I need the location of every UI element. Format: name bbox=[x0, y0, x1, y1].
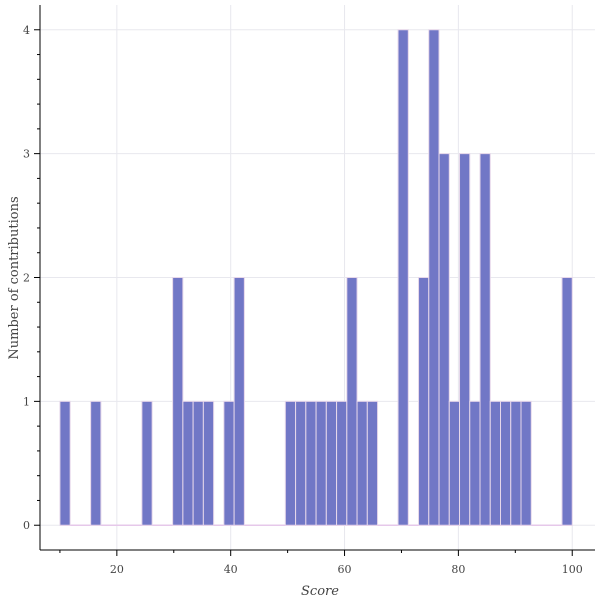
histogram-bar bbox=[397, 29, 409, 526]
histogram-bar bbox=[510, 400, 522, 526]
histogram-bar bbox=[202, 400, 215, 526]
histogram-bar bbox=[561, 277, 573, 526]
histogram-bar bbox=[59, 400, 71, 526]
histogram-bar bbox=[459, 153, 471, 526]
histogram-bar bbox=[448, 400, 461, 526]
histogram-bar bbox=[469, 400, 481, 526]
histogram-bar bbox=[295, 400, 307, 526]
histogram-bar bbox=[479, 153, 491, 526]
y-tick-label: 1 bbox=[23, 395, 30, 408]
x-tick-label: 80 bbox=[451, 563, 465, 576]
histogram-bar bbox=[366, 400, 379, 526]
y-axis-title: Number of contributions bbox=[7, 196, 22, 359]
histogram-bar bbox=[520, 400, 532, 526]
histogram-bar bbox=[192, 400, 204, 526]
histogram-bar bbox=[172, 277, 184, 526]
histogram-bar bbox=[356, 400, 368, 526]
histogram-bar bbox=[223, 400, 235, 526]
histogram-bar bbox=[233, 277, 245, 526]
histogram-bar bbox=[418, 277, 430, 526]
histogram-bar bbox=[315, 400, 327, 526]
x-tick-label: 60 bbox=[338, 563, 352, 576]
histogram-bar bbox=[428, 29, 440, 526]
x-tick-label: 100 bbox=[562, 563, 583, 576]
y-tick-label: 0 bbox=[23, 519, 30, 532]
y-tick-label: 4 bbox=[23, 24, 30, 37]
histogram-bar bbox=[284, 400, 297, 526]
x-axis-title: Score bbox=[301, 584, 339, 599]
histogram-bar bbox=[336, 400, 348, 526]
histogram-bar bbox=[182, 400, 194, 526]
y-tick-label: 2 bbox=[23, 272, 30, 285]
histogram-bar bbox=[500, 400, 512, 526]
axes: 20 40 60 80 100 0 1 2 3 4 bbox=[23, 5, 595, 576]
histogram-bar bbox=[346, 277, 358, 526]
y-tick-label: 3 bbox=[23, 148, 30, 161]
histogram-bar bbox=[489, 400, 502, 526]
histogram-bar bbox=[325, 400, 338, 526]
histogram-bar bbox=[90, 400, 102, 526]
bars bbox=[59, 29, 573, 526]
histogram-bar bbox=[141, 400, 153, 526]
histogram-bar bbox=[438, 153, 450, 526]
x-tick-label: 20 bbox=[110, 563, 124, 576]
histogram-bar bbox=[305, 400, 317, 526]
x-tick-label: 40 bbox=[224, 563, 238, 576]
